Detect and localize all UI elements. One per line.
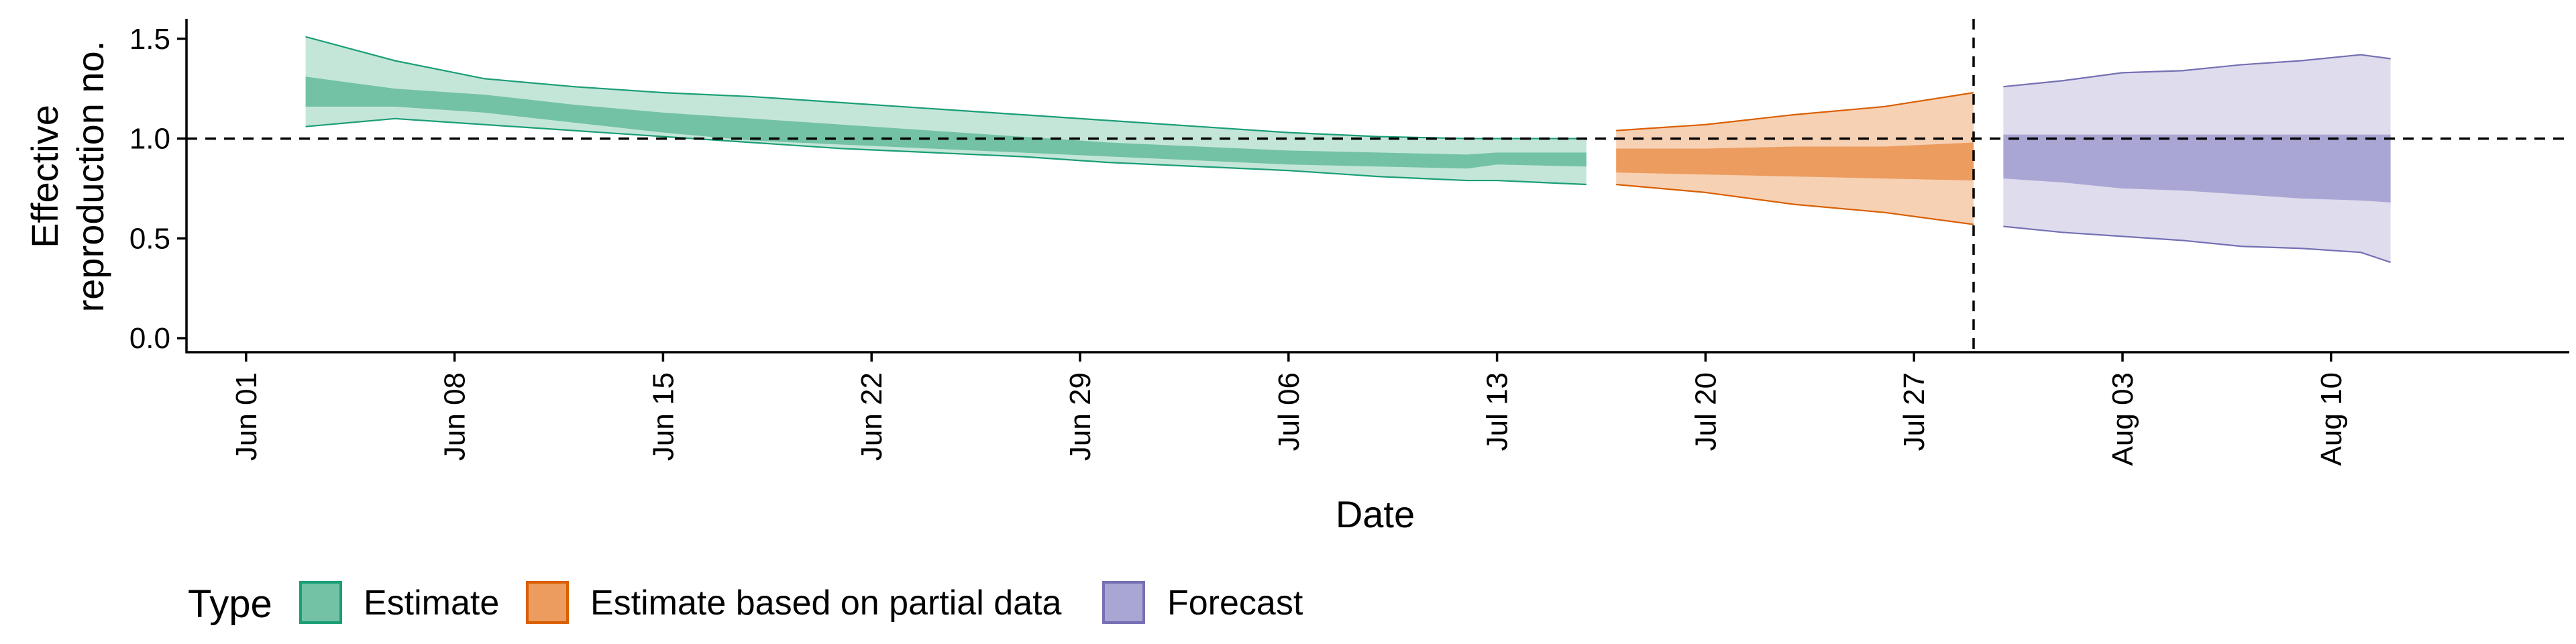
legend-swatch-forecast	[1102, 581, 1145, 624]
series-1-lower-edge	[1616, 183, 1974, 225]
band-layer	[305, 36, 2391, 264]
x-tick-label-3: Jun 22	[855, 372, 888, 461]
y-axis-title-line-2: reproduction no.	[69, 41, 111, 313]
x-tick-label-7: Jul 20	[1689, 372, 1722, 451]
series-1-upper-edge	[1616, 92, 1974, 131]
series-0-lower-edge	[305, 117, 1587, 186]
x-axis-title: Date	[1336, 493, 1415, 535]
legend-swatch-partial	[526, 581, 569, 624]
reference-lines	[186, 19, 2569, 352]
series-0-upper-edge	[305, 36, 1587, 140]
axes	[185, 19, 2569, 354]
y-axis-ticks: 0.0 0.5 1.0 1.5	[129, 23, 186, 355]
y-axis-title-line-1: Effective	[23, 105, 66, 248]
legend: Type Estimate Estimate based on partial …	[188, 581, 1303, 626]
series-2-inner-band	[2003, 134, 2391, 203]
series-0-outer-band	[305, 36, 1587, 185]
x-tick-label-2: Jun 15	[647, 372, 680, 461]
y-tick-label-2: 1.0	[129, 123, 170, 156]
legend-label-estimate: Estimate	[364, 584, 499, 623]
legend-title: Type	[188, 582, 272, 626]
x-tick-label-9: Aug 03	[2106, 372, 2139, 466]
y-axis-title: Effective reproduction no.	[23, 41, 111, 313]
legend-label-partial: Estimate based on partial data	[590, 584, 1062, 623]
y-tick-label-1: 0.5	[129, 222, 170, 255]
series-0-inner-band	[305, 76, 1587, 169]
x-tick-label-5: Jul 06	[1273, 372, 1305, 451]
x-tick-label-6: Jul 13	[1481, 372, 1514, 451]
legend-label-forecast: Forecast	[1167, 584, 1303, 623]
x-tick-label-1: Jun 08	[439, 372, 472, 461]
x-axis-ticks: Jun 01 Jun 08 Jun 15 Jun 22 Jun 29 Jul 06 Jul …	[230, 352, 2348, 466]
series-2-lower-edge	[2003, 225, 2391, 264]
x-tick-label-10: Aug 10	[2315, 372, 2348, 466]
x-tick-label-4: Jun 29	[1064, 372, 1097, 461]
series-1-inner-band	[1616, 142, 1974, 181]
x-tick-label-8: Jul 27	[1898, 372, 1931, 451]
y-tick-label-3: 1.5	[129, 23, 170, 56]
y-tick-label-0: 0.0	[129, 322, 170, 355]
legend-swatch-estimate	[299, 581, 342, 624]
x-tick-label-0: Jun 01	[230, 372, 263, 461]
series-2-upper-edge	[2003, 54, 2391, 88]
